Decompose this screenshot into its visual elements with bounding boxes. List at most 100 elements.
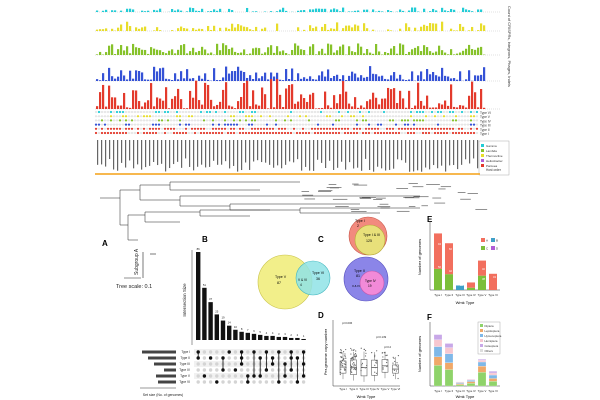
species-label: [433, 140, 435, 166]
track-bar: [351, 51, 354, 55]
dot-cell: [316, 123, 320, 126]
dot-cell: [445, 131, 449, 135]
dot-cell: [316, 110, 320, 114]
track-bar: [240, 96, 243, 109]
box-point: [355, 368, 357, 370]
track-bar: [435, 107, 438, 109]
track-bar: [351, 11, 354, 12]
dot-cell: [208, 131, 212, 135]
track-bar: [375, 44, 378, 55]
f-bar-segment: [455, 383, 465, 385]
track-bar: [234, 51, 237, 55]
dot-cell: [454, 131, 458, 135]
matrix-dot: [196, 368, 200, 372]
dot-cell: [457, 115, 461, 118]
dot-cell: [460, 110, 464, 114]
dot-cell: [130, 127, 134, 130]
dot-cell: [229, 123, 233, 126]
track-bar: [336, 74, 339, 81]
row-label: Type VI: [480, 111, 491, 115]
upset-bar: [251, 333, 257, 340]
box-point: [339, 373, 341, 376]
box-point: [365, 352, 367, 354]
track-bar: [141, 106, 144, 109]
box-point: [354, 352, 357, 355]
dot-cell: [160, 127, 164, 130]
venn1-right-count: 36: [316, 277, 320, 281]
dot-cell: [427, 115, 431, 118]
dot-cell: [163, 115, 167, 118]
track-bar: [390, 89, 393, 109]
dot-cell: [145, 127, 149, 130]
track-bar: [249, 29, 252, 31]
dot-cell: [361, 119, 365, 122]
dot-cell: [394, 110, 398, 114]
e-segment-label: 82: [449, 247, 452, 251]
dot-cell: [475, 123, 479, 126]
track-bar: [351, 106, 354, 109]
dot-cell: [340, 123, 344, 126]
f-bar-segment: [488, 378, 498, 382]
upset-bar-label: 10: [234, 325, 238, 329]
matrix-dot: [208, 380, 213, 384]
dot-cell: [142, 123, 146, 126]
f-bar-segment: [488, 374, 498, 379]
track-bar: [114, 97, 117, 109]
dot-cell: [343, 119, 347, 122]
dot-cell: [358, 119, 362, 122]
venn-circle-type-iv: [359, 270, 385, 296]
dot-cell: [304, 123, 308, 126]
track-bar: [153, 48, 156, 55]
species-label: [353, 140, 355, 169]
dot-cell: [298, 123, 302, 126]
track-bar: [378, 10, 381, 12]
track-bar: [324, 8, 327, 12]
dot-cell: [169, 131, 173, 135]
dot-cell: [373, 123, 377, 126]
dot-cell: [397, 110, 401, 114]
panel-label-e: E: [427, 215, 433, 224]
dot-cell: [472, 131, 476, 135]
legend-swatch: [481, 144, 484, 147]
matrix-stripe: [194, 379, 306, 385]
e-bar-segment: [478, 275, 486, 290]
box-point: [364, 367, 366, 369]
track-bar: [432, 71, 435, 81]
track-bar: [354, 52, 357, 55]
dot-cell: [214, 115, 218, 118]
matrix-dot: [270, 380, 275, 384]
dot-cell: [220, 123, 224, 126]
dot-cell: [274, 119, 278, 122]
dot-cell: [139, 119, 143, 122]
dot-cell: [139, 127, 143, 130]
dot-cell: [298, 119, 302, 122]
f-bar-segment: [466, 381, 476, 384]
box-point: [363, 348, 365, 351]
track-bar: [255, 72, 258, 81]
track-bar: [156, 97, 159, 109]
dot-cell: [184, 127, 188, 130]
track-bar: [342, 28, 345, 31]
dot-cell: [436, 131, 440, 135]
track-bar: [192, 47, 195, 55]
track-bar: [465, 79, 468, 81]
dot-cell: [256, 131, 260, 135]
dot-cell: [232, 110, 236, 114]
track-bar: [474, 49, 477, 55]
species-label: [313, 140, 315, 171]
dot-cell: [367, 131, 371, 135]
dot-cell: [469, 115, 473, 118]
box-point: [364, 350, 367, 352]
track-bar: [156, 10, 159, 12]
box-point: [340, 363, 342, 365]
track-bar: [450, 49, 453, 55]
dot-cell: [166, 115, 170, 118]
dot-cell: [169, 119, 173, 122]
track-bar: [303, 29, 306, 31]
box-point: [383, 352, 386, 354]
box-point: [345, 357, 347, 359]
box-point: [344, 354, 346, 357]
track-bar: [198, 100, 201, 109]
dot-cell: [148, 119, 152, 122]
set-size-bar: [142, 350, 176, 354]
